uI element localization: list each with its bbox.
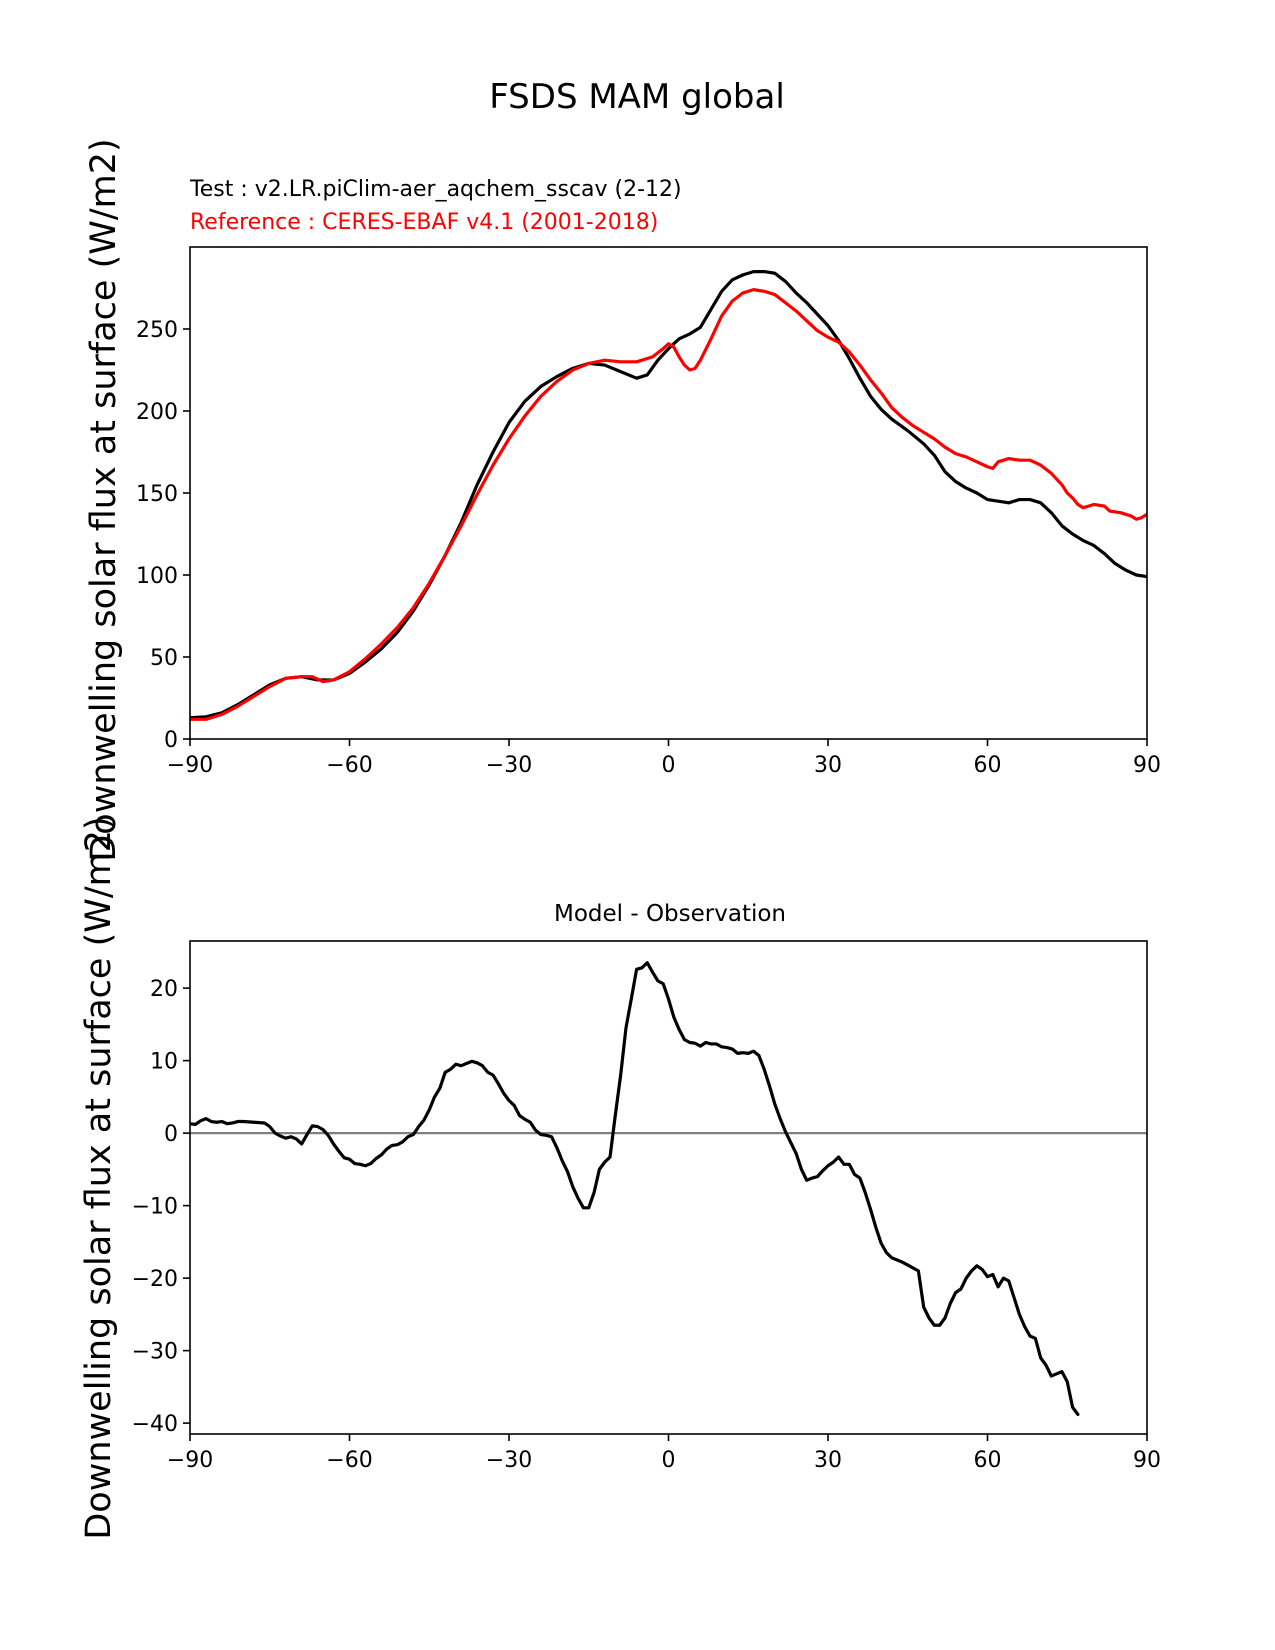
top-x-tick-label: −30 (486, 753, 532, 778)
bottom-x-tick-label: 30 (814, 1448, 842, 1473)
bottom-panel-title: Model - Observation (554, 901, 786, 927)
bottom-x-tick-label: 0 (662, 1448, 676, 1473)
top-series-test-line (190, 270, 1147, 720)
bottom-panel: −90 −60 −30 0 30 60 90 −40 −30 −20 −10 0 10 20 (132, 940, 1161, 1473)
figure-title: FSDS MAM global (489, 77, 785, 117)
bottom-y-tick-label: −40 (132, 1412, 178, 1437)
top-x-tick-label: 90 (1133, 753, 1161, 778)
reference-label: Reference : CERES-EBAF v4.1 (2001-2018) (190, 210, 658, 235)
top-y-tick-label: 50 (150, 646, 178, 671)
top-series-reference-line (190, 288, 1147, 721)
bottom-x-tick-label: −30 (486, 1448, 532, 1473)
bottom-y-tick-label: −10 (132, 1195, 178, 1220)
top-x-tick-label: 30 (814, 753, 842, 778)
test-label: Test : v2.LR.piClim-aer_aqchem_sscav (2-… (189, 177, 682, 202)
top-x-tick-label: −90 (167, 753, 213, 778)
bottom-y-tick-label: −30 (132, 1340, 178, 1365)
top-x-tick-label: 60 (974, 753, 1002, 778)
top-y-axis-label: Downwelling solar flux at surface (W/m2) (84, 138, 124, 861)
bottom-x-tick-label: 60 (974, 1448, 1002, 1473)
bottom-y-axis-label: Downwelling solar flux at surface (W/m2) (79, 816, 119, 1539)
top-y-tick-label: 0 (164, 728, 178, 753)
bottom-y-tick-label: 0 (164, 1122, 178, 1147)
top-x-tick-label: 0 (662, 753, 676, 778)
bottom-x-tick-label: −90 (167, 1448, 213, 1473)
top-panel: −90 −60 −30 0 30 60 90 0 50 100 150 200 250 (136, 246, 1161, 778)
bottom-x-tick-label: −60 (326, 1448, 372, 1473)
bottom-y-tick-label: −20 (132, 1267, 178, 1292)
top-y-tick-label: 250 (136, 318, 178, 343)
bottom-y-tick-label: 10 (150, 1050, 178, 1075)
bottom-y-tick-label: 20 (150, 977, 178, 1002)
top-y-tick-label: 200 (136, 400, 178, 425)
top-y-tick-label: 100 (136, 564, 178, 589)
bottom-x-tick-label: 90 (1133, 1448, 1161, 1473)
bottom-series-test-line (190, 961, 1080, 1417)
top-y-tick-label: 150 (136, 482, 178, 507)
top-x-tick-label: −60 (326, 753, 372, 778)
